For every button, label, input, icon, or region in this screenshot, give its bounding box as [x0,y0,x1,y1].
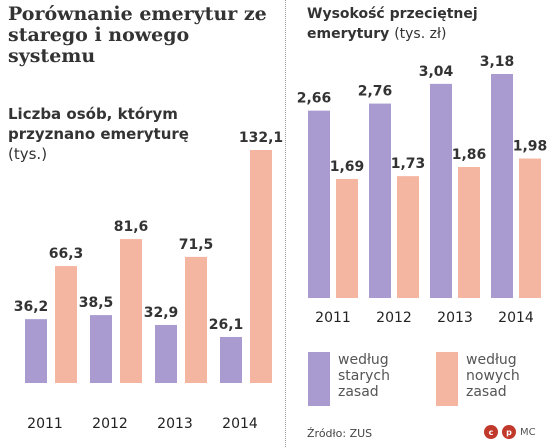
left-tick-label-2011: 2011 [27,416,63,432]
left-tick-label-2013: 2013 [157,416,193,432]
main-title: Porównanie emerytur ze starego i nowego … [8,3,267,67]
legend-label-old: według starych zasad [338,352,390,400]
source-note: Źródło: ZUS [307,427,373,440]
right-bar-label-old-2011: 2,66 [297,91,332,107]
right-bar-new-2012 [397,176,419,298]
left-bar-old-2012 [90,315,112,383]
left-bar-old-2014 [220,336,242,383]
right-bar-label-old-2012: 2,76 [358,84,393,100]
right-bar-label-new-2012: 1,73 [391,156,426,172]
left-bar-new-2013 [185,256,207,383]
right-bar-label-old-2013: 3,04 [419,64,454,80]
left-chart-unit: (tys.) [8,145,48,163]
left-bar-old-2013 [155,324,177,383]
legend-swatch-old [308,352,330,406]
right-bar-old-2013 [430,83,452,298]
right-bar-new-2014 [519,158,541,298]
right-tick-label-2014: 2014 [498,310,534,326]
left-bar-new-2012 [120,239,142,383]
left-bar-new-2014 [250,150,272,383]
right-bar-label-new-2013: 1,86 [452,147,487,163]
right-bar-label-new-2014: 1,98 [513,139,548,155]
left-bar-old-2011 [25,319,47,383]
left-tick-label-2012: 2012 [92,416,128,432]
legend-item-old: według starych zasad [308,352,418,406]
legend-swatch-new [436,352,458,406]
legend-item-new: według nowych zasad [436,352,546,406]
left-bar-label-new-2011: 66,3 [49,246,84,262]
right-bar-old-2011 [308,110,330,298]
left-bar-label-new-2013: 71,5 [179,237,214,253]
right-tick-label-2012: 2012 [376,310,412,326]
right-bar-new-2011 [336,178,358,298]
left-bar-new-2011 [55,266,77,383]
left-chart-subtitle-text: Liczba osób, którym przyznano emeryturę [8,105,189,143]
panel-divider [285,0,287,447]
right-tick-label-2011: 2011 [315,310,351,326]
right-chart-subtitle: Wysokość przeciętnej emerytury (tys. zł) [307,4,547,44]
right-bar-new-2013 [458,166,480,298]
left-bar-label-new-2014: 132,1 [239,130,283,146]
left-chart-subtitle: Liczba osób, którym przyznano emeryturę … [8,104,208,164]
right-chart-subtitle-text: Wysokość przeciętnej emerytury [307,6,478,42]
left-bar-label-new-2012: 81,6 [114,219,149,235]
right-bar-label-old-2014: 3,18 [480,54,515,70]
logo-text: MC [520,426,536,438]
left-bar-label-old-2011: 36,2 [14,299,49,315]
legend-label-new: według nowych zasad [466,352,520,400]
logo-circle-p: p [502,425,516,439]
publisher-logo: c p MC [484,425,536,439]
left-bar-label-old-2012: 38,5 [79,295,114,311]
right-bar-old-2014 [491,74,513,298]
right-tick-label-2013: 2013 [437,310,473,326]
left-tick-label-2014: 2014 [222,416,258,432]
left-bar-label-old-2013: 32,9 [144,305,179,321]
right-bar-old-2012 [369,103,391,299]
right-chart-unit: (tys. zł) [394,26,447,42]
logo-circle-c: c [484,425,498,439]
right-bar-label-new-2011: 1,69 [330,159,365,175]
left-bar-label-old-2014: 26,1 [209,317,244,333]
